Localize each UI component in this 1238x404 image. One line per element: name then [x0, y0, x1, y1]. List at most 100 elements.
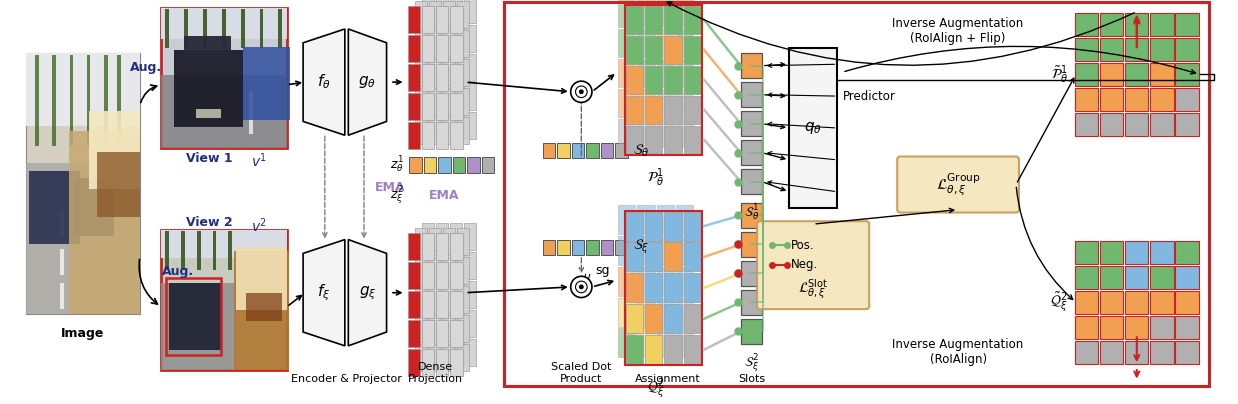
- Bar: [410, 158, 422, 173]
- Bar: [638, 328, 655, 358]
- Bar: [443, 59, 456, 86]
- Bar: [1101, 316, 1123, 339]
- Bar: [457, 59, 469, 86]
- Bar: [1125, 240, 1149, 264]
- Bar: [665, 96, 682, 124]
- Bar: [409, 262, 421, 289]
- Bar: [1075, 63, 1098, 86]
- Bar: [436, 83, 448, 110]
- Bar: [1150, 13, 1174, 36]
- Bar: [436, 54, 448, 81]
- Bar: [166, 278, 222, 355]
- Text: $f_\xi$: $f_\xi$: [317, 282, 331, 303]
- Bar: [453, 158, 465, 173]
- Bar: [1150, 266, 1174, 289]
- Bar: [443, 1, 456, 28]
- Bar: [482, 158, 494, 173]
- Circle shape: [571, 276, 592, 297]
- Bar: [415, 1, 427, 28]
- Bar: [618, 29, 635, 57]
- Bar: [457, 257, 469, 284]
- Bar: [683, 212, 701, 240]
- Bar: [625, 96, 644, 124]
- Text: $\mathcal{P}^1_\theta$: $\mathcal{P}^1_\theta$: [647, 166, 665, 189]
- Bar: [638, 119, 655, 147]
- Bar: [464, 112, 477, 139]
- Bar: [1125, 291, 1149, 314]
- Bar: [161, 230, 287, 258]
- Bar: [1175, 266, 1198, 289]
- Bar: [645, 6, 662, 34]
- Bar: [457, 344, 469, 371]
- Bar: [409, 349, 421, 376]
- Bar: [464, 0, 477, 23]
- Polygon shape: [303, 240, 345, 346]
- Bar: [74, 178, 114, 236]
- Bar: [600, 240, 613, 255]
- Bar: [656, 29, 673, 57]
- Bar: [740, 53, 761, 78]
- Bar: [464, 281, 477, 308]
- Circle shape: [579, 284, 584, 289]
- Bar: [457, 1, 469, 28]
- FancyBboxPatch shape: [898, 156, 1019, 213]
- Bar: [1125, 38, 1149, 61]
- Bar: [436, 252, 448, 279]
- Bar: [161, 75, 287, 148]
- Bar: [1150, 63, 1174, 86]
- Bar: [437, 291, 448, 318]
- Bar: [1101, 113, 1123, 136]
- Text: Inverse Augmentation: Inverse Augmentation: [893, 338, 1024, 351]
- Bar: [166, 9, 170, 48]
- Bar: [409, 291, 421, 318]
- Bar: [422, 310, 435, 337]
- Bar: [1175, 63, 1198, 86]
- Bar: [625, 5, 702, 155]
- Bar: [52, 55, 56, 146]
- Bar: [638, 236, 655, 265]
- Bar: [1150, 240, 1174, 264]
- Bar: [1150, 88, 1174, 111]
- Text: Encoder & Projector: Encoder & Projector: [291, 374, 402, 383]
- Bar: [437, 6, 448, 33]
- Bar: [437, 93, 448, 120]
- Bar: [161, 230, 287, 370]
- Bar: [740, 203, 761, 228]
- Circle shape: [579, 89, 584, 94]
- Bar: [740, 290, 761, 315]
- Text: View 2: View 2: [186, 217, 233, 229]
- Bar: [430, 315, 441, 342]
- Bar: [1075, 88, 1098, 111]
- Bar: [430, 344, 441, 371]
- Bar: [451, 233, 463, 260]
- Bar: [645, 242, 662, 271]
- Bar: [740, 111, 761, 136]
- Bar: [184, 9, 188, 48]
- Bar: [430, 228, 441, 255]
- Bar: [436, 281, 448, 308]
- Bar: [1075, 266, 1098, 289]
- Bar: [422, 54, 435, 81]
- Text: Pos.: Pos.: [791, 239, 815, 252]
- Bar: [443, 228, 456, 255]
- Bar: [683, 66, 701, 94]
- Bar: [451, 93, 463, 120]
- Bar: [542, 240, 555, 255]
- Bar: [213, 231, 217, 270]
- Bar: [557, 240, 569, 255]
- Bar: [1101, 291, 1123, 314]
- Bar: [415, 286, 427, 313]
- Text: $z^2_\xi$: $z^2_\xi$: [390, 185, 404, 207]
- Bar: [449, 54, 462, 81]
- Bar: [409, 93, 421, 120]
- Bar: [1125, 316, 1149, 339]
- Bar: [1175, 240, 1198, 264]
- Bar: [409, 6, 421, 33]
- Bar: [683, 304, 701, 333]
- Bar: [457, 315, 469, 342]
- Bar: [656, 267, 673, 296]
- Bar: [1175, 291, 1198, 314]
- Bar: [665, 274, 682, 302]
- Bar: [618, 0, 635, 27]
- Bar: [665, 242, 682, 271]
